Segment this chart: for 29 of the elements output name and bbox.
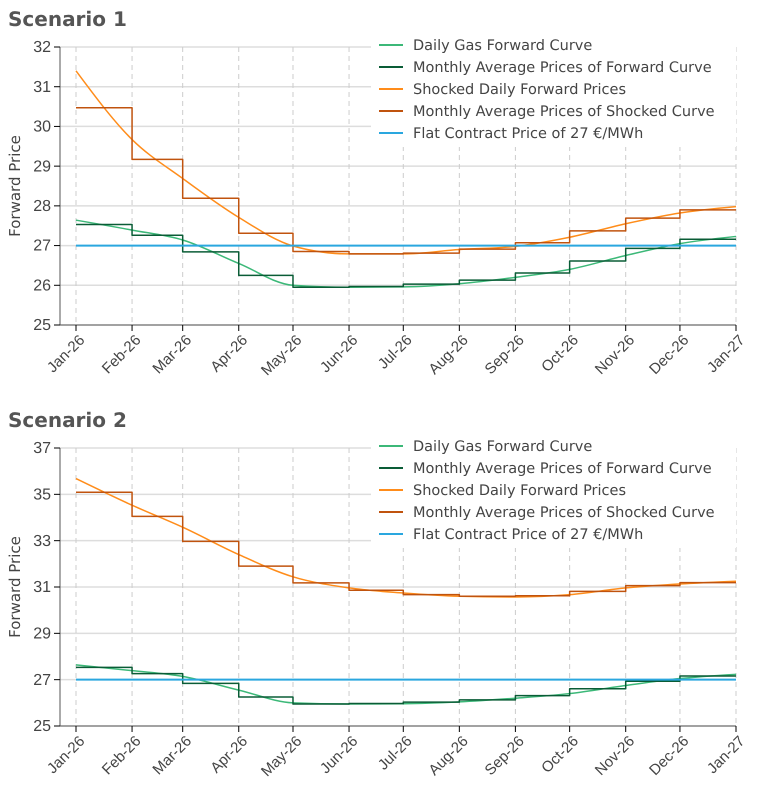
y-tick-label: 31 [33,78,52,96]
legend-label: Daily Gas Forward Curve [413,38,592,54]
legend-label: Shocked Daily Forward Prices [413,82,626,98]
y-tick-label: 26 [33,277,52,294]
y-tick-label: 27 [33,672,52,689]
y-tick-label: 30 [33,118,52,136]
y-tick-label: 33 [33,532,52,550]
y-tick-label: 29 [33,158,52,176]
legend-label: Daily Gas Forward Curve [413,439,592,455]
legend-label: Monthly Average Prices of Shocked Curve [413,505,715,521]
chart-title: Scenario 1 [8,7,127,31]
y-tick-label: 28 [33,198,52,215]
legend-label: Flat Contract Price of 27 €/MWh [413,126,644,142]
chart-title: Scenario 2 [8,408,127,432]
legend-label: Flat Contract Price of 27 €/MWh [413,527,644,543]
y-tick-label: 37 [33,440,52,458]
y-tick-label: 31 [33,579,52,596]
y-tick-label: 35 [33,486,52,504]
y-tick-label: 32 [33,39,52,56]
legend-label: Monthly Average Prices of Forward Curve [413,60,712,76]
y-axis-title: Forward Price [6,135,24,237]
y-tick-label: 27 [33,238,52,255]
y-tick-label: 25 [33,718,52,736]
y-axis-title: Forward Price [6,536,24,638]
y-tick-label: 25 [33,317,52,334]
legend-label: Monthly Average Prices of Forward Curve [413,461,712,477]
legend-label: Shocked Daily Forward Prices [413,483,626,499]
y-tick-label: 29 [33,625,52,642]
legend-label: Monthly Average Prices of Shocked Curve [413,104,715,120]
